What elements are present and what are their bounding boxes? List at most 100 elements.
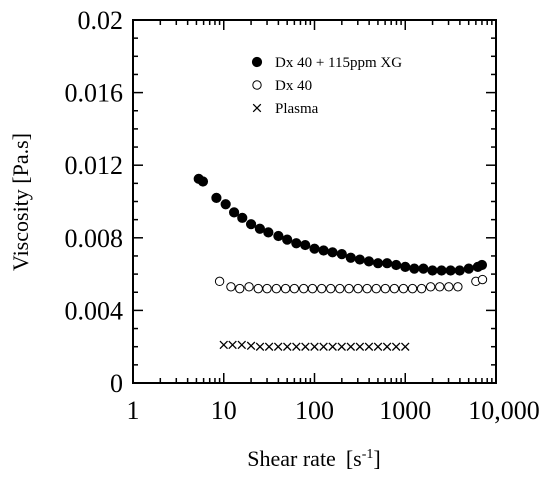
data-point <box>309 243 320 254</box>
data-point <box>382 342 392 351</box>
data-point <box>253 283 263 294</box>
series-0 <box>193 173 488 276</box>
data-point <box>362 283 372 294</box>
data-point <box>445 265 456 276</box>
data-point <box>283 342 292 351</box>
series-2 <box>219 340 410 351</box>
data-point <box>319 342 328 351</box>
y-tick-label: 0.02 <box>78 6 124 35</box>
data-point <box>409 263 420 274</box>
data-point <box>372 258 384 269</box>
data-point <box>316 283 327 294</box>
data-point <box>391 342 401 351</box>
data-point <box>300 239 311 251</box>
x-tick-label: 10,000 <box>468 396 540 425</box>
data-point <box>345 252 356 263</box>
legend: Dx 40 + 115ppm XG Dx 40 Plasma <box>251 55 402 117</box>
x-tick-label: 1000 <box>379 396 431 425</box>
data-point <box>371 283 381 294</box>
data-point <box>427 265 438 276</box>
series-1 <box>214 274 488 294</box>
data-point <box>220 199 231 210</box>
y-tick-label: 0 <box>110 369 123 398</box>
data-point <box>477 274 488 285</box>
data-point <box>337 342 346 351</box>
data-point <box>400 261 411 272</box>
tick-labels: 0 0.004 0.008 0.012 0.016 0.02 1 10 100 1000 10,00… <box>65 6 540 425</box>
legend-marker <box>252 103 262 113</box>
data-point <box>237 212 248 223</box>
data-point <box>336 249 347 260</box>
data-point <box>228 340 237 350</box>
data-point <box>354 254 365 265</box>
data-point <box>237 340 247 350</box>
x-axis-title: Shear rate [s-1] <box>247 446 380 471</box>
data-point <box>335 283 345 294</box>
legend-label: Plasma <box>275 101 319 117</box>
data-point <box>292 342 301 351</box>
data-point <box>454 265 465 276</box>
data-point <box>255 342 265 351</box>
data-point <box>463 263 474 274</box>
x-tick-label: 10 <box>211 396 237 425</box>
data-point <box>355 342 365 351</box>
data-point <box>425 282 436 292</box>
data-point <box>476 259 488 271</box>
data-point <box>289 283 300 294</box>
data-point <box>373 342 383 351</box>
data-point <box>328 342 337 351</box>
data-point <box>389 283 400 294</box>
data-point <box>435 282 445 292</box>
legend-label: Dx 40 <box>275 78 312 94</box>
data-point <box>398 283 409 294</box>
data-point <box>407 283 418 294</box>
data-point <box>246 341 256 351</box>
data-point <box>444 282 454 292</box>
data-point <box>254 223 265 234</box>
data-point <box>226 282 236 292</box>
data-point <box>244 282 254 292</box>
data-point <box>364 342 374 351</box>
data-point <box>264 342 274 351</box>
data-point <box>327 247 338 258</box>
data-point <box>219 340 229 350</box>
data-point <box>318 245 329 256</box>
data-point <box>416 283 427 294</box>
y-axis-title: Viscosity [Pa.s] <box>8 133 33 271</box>
data-point <box>197 176 209 187</box>
x-tick-label: 1 <box>127 396 140 425</box>
data-point <box>353 283 363 294</box>
data-point <box>245 219 257 230</box>
data-point <box>400 342 410 351</box>
data-point <box>280 283 291 294</box>
data-point <box>211 192 222 203</box>
data-point <box>418 263 429 274</box>
data-point <box>382 258 393 269</box>
data-point <box>326 283 336 294</box>
plot-frame <box>132 19 497 384</box>
axis-ticks <box>132 19 497 384</box>
data-point <box>228 207 240 218</box>
data-point <box>363 256 375 267</box>
data-point <box>310 342 319 351</box>
legend-marker <box>251 56 263 68</box>
data-point <box>346 342 356 351</box>
data-point <box>262 283 272 294</box>
data-point <box>380 283 391 294</box>
y-tick-label: 0.016 <box>65 79 124 108</box>
data-point <box>391 259 402 271</box>
data-point <box>453 282 463 292</box>
data-point <box>282 234 293 245</box>
y-tick-label: 0.004 <box>65 296 124 325</box>
x-tick-label: 100 <box>295 396 334 425</box>
data-point <box>436 265 447 276</box>
y-tick-label: 0.008 <box>65 224 124 253</box>
legend-label: Dx 40 + 115ppm XG <box>275 55 402 71</box>
data-point <box>273 342 283 351</box>
data-point <box>301 342 310 351</box>
data-point <box>214 276 225 287</box>
y-tick-label: 0.012 <box>65 151 124 180</box>
data-point <box>344 283 354 294</box>
data-point <box>263 227 274 238</box>
